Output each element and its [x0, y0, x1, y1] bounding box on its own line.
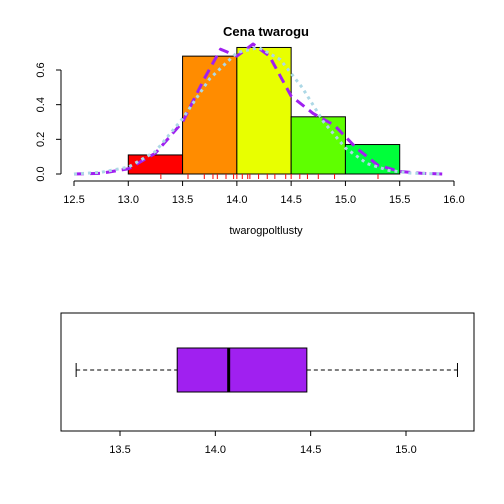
histogram-bar-3 — [290, 116, 346, 175]
boxplot-panel: 13.5 14.0 14.5 15.0 — [60, 312, 475, 456]
x-tick-label: 16.0 — [443, 194, 464, 206]
boxplot-body — [75, 347, 458, 393]
x-tick-label: 13.0 — [118, 194, 139, 206]
x-axis-label: twarogpoltlusty — [229, 225, 303, 237]
histogram-bars — [127, 46, 401, 175]
density-curves — [73, 42, 444, 176]
histogram-bar-1 — [182, 55, 238, 175]
x-tick-label: 15.5 — [389, 194, 410, 206]
boxplot-box — [176, 347, 308, 393]
histogram-x-axis: 12.5 13.0 13.5 14.0 14.5 15.0 15.5 16.0 — [63, 180, 465, 206]
x-tick-label: 13.5 — [172, 194, 193, 206]
x-tick-label: 14.5 — [280, 194, 301, 206]
rug-marks — [160, 174, 379, 179]
y-tick-label: 0.6 — [35, 62, 47, 77]
x-tick-label: 15.0 — [335, 194, 356, 206]
boxplot-tick-label: 15.0 — [395, 444, 416, 456]
y-tick-label: 0.4 — [35, 97, 47, 112]
histogram-bar-0 — [127, 154, 184, 175]
x-tick-label: 14.0 — [226, 194, 247, 206]
y-tick-label: 0.2 — [35, 132, 47, 147]
density-curve-dotted — [73, 46, 444, 176]
boxplot-x-axis: 13.5 14.0 14.5 15.0 — [109, 430, 417, 456]
histogram-bar-2 — [236, 46, 292, 175]
boxplot-tick-label: 14.5 — [300, 444, 321, 456]
x-tick-label: 12.5 — [63, 194, 84, 206]
y-tick-label: 0.0 — [35, 166, 47, 181]
boxplot-tick-label: 13.5 — [109, 444, 130, 456]
histogram-panel: Cena twarogu 12.5 13.0 13.5 14.0 14.5 15.0 15.… — [35, 24, 465, 237]
histogram-y-axis: 0.0 0.2 0.4 0.6 — [35, 62, 62, 182]
boxplot-tick-label: 14.0 — [205, 444, 226, 456]
chart-title: Cena twarogu — [223, 24, 309, 39]
